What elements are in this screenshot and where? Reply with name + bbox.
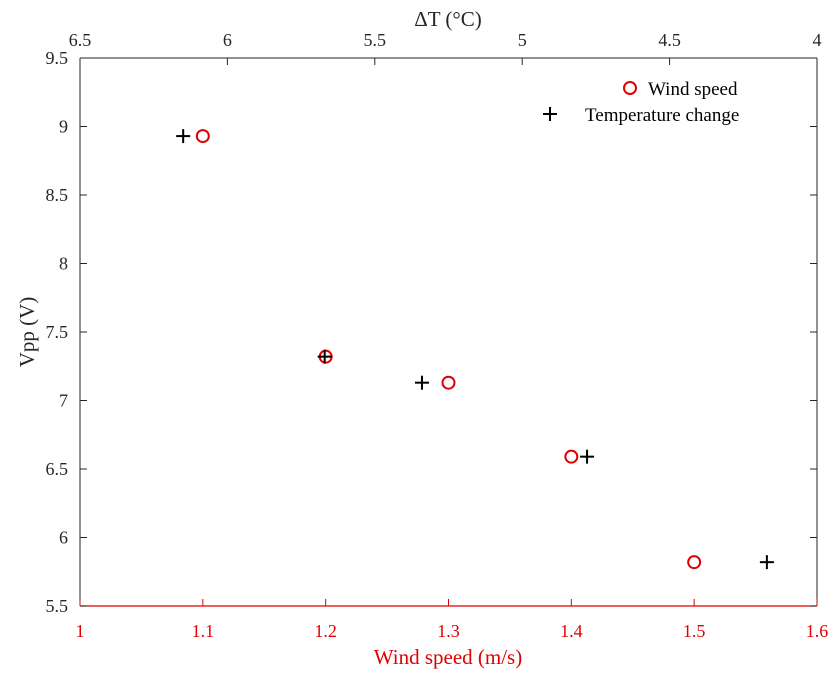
top-x-tick-label: 6.5 [69,30,92,50]
top-x-tick-label: 5.5 [364,30,387,50]
y-tick-label: 6 [59,528,68,548]
y-tick-label: 6.5 [46,459,69,479]
x-tick-label: 1.5 [683,621,706,641]
legend-label-temperature-change: Temperature change [585,105,739,126]
legend-wind-marker-icon [623,81,637,95]
top-x-tick-label: 6 [223,30,232,50]
y-tick-label: 7.5 [46,322,69,342]
points-layer [176,129,774,570]
top-x-tick-label: 4.5 [658,30,681,50]
y-tick-label: 9 [59,117,68,137]
y-tick-label: 9.5 [46,48,69,68]
temperature-change-point [176,129,191,144]
wind-speed-point [195,129,210,144]
x-tick-label: 1.6 [806,621,829,641]
y-tick-label: 8 [59,254,68,274]
y-tick-label: 8.5 [46,185,69,205]
temperature-change-point [580,449,595,464]
x-tick-label: 1.2 [314,621,337,641]
legend-label-wind-speed: Wind speed [648,79,738,100]
axes-layer: 5.5 6 6.5 7 7.5 8 8.5 9 9.5 1 1.1 1.2 1.3 1.4 1.5 1.6 6.… [46,30,829,641]
wind-speed-point [687,555,702,570]
temperature-change-point [759,555,774,570]
x-tick-label: 1.4 [560,621,583,641]
x-tick-label: 1.1 [192,621,215,641]
temperature-change-point [317,349,332,364]
top-axis-title: ΔT (°C) [414,7,482,31]
x-tick-label: 1.3 [437,621,460,641]
y-tick-label: 5.5 [46,596,69,616]
top-x-tick-label: 4 [813,30,822,50]
legend-wind-circle-icon [623,81,637,95]
legend-temperature-plus-icon [543,107,557,121]
y-tick-label: 7 [59,391,68,411]
legend-temperature-marker-icon [543,107,557,121]
wind-speed-point [564,449,579,464]
plot-area-background [80,58,817,606]
top-x-tick-label: 5 [518,30,527,50]
legend: Wind speed Temperature change [543,70,805,132]
legend-background [585,70,805,132]
wind-speed-point [441,375,456,390]
x-axis-title: Wind speed (m/s) [374,645,522,669]
x-tick-label: 1 [76,621,85,641]
temperature-change-point [414,375,429,390]
y-axis-title: Vpp (V) [15,297,39,368]
